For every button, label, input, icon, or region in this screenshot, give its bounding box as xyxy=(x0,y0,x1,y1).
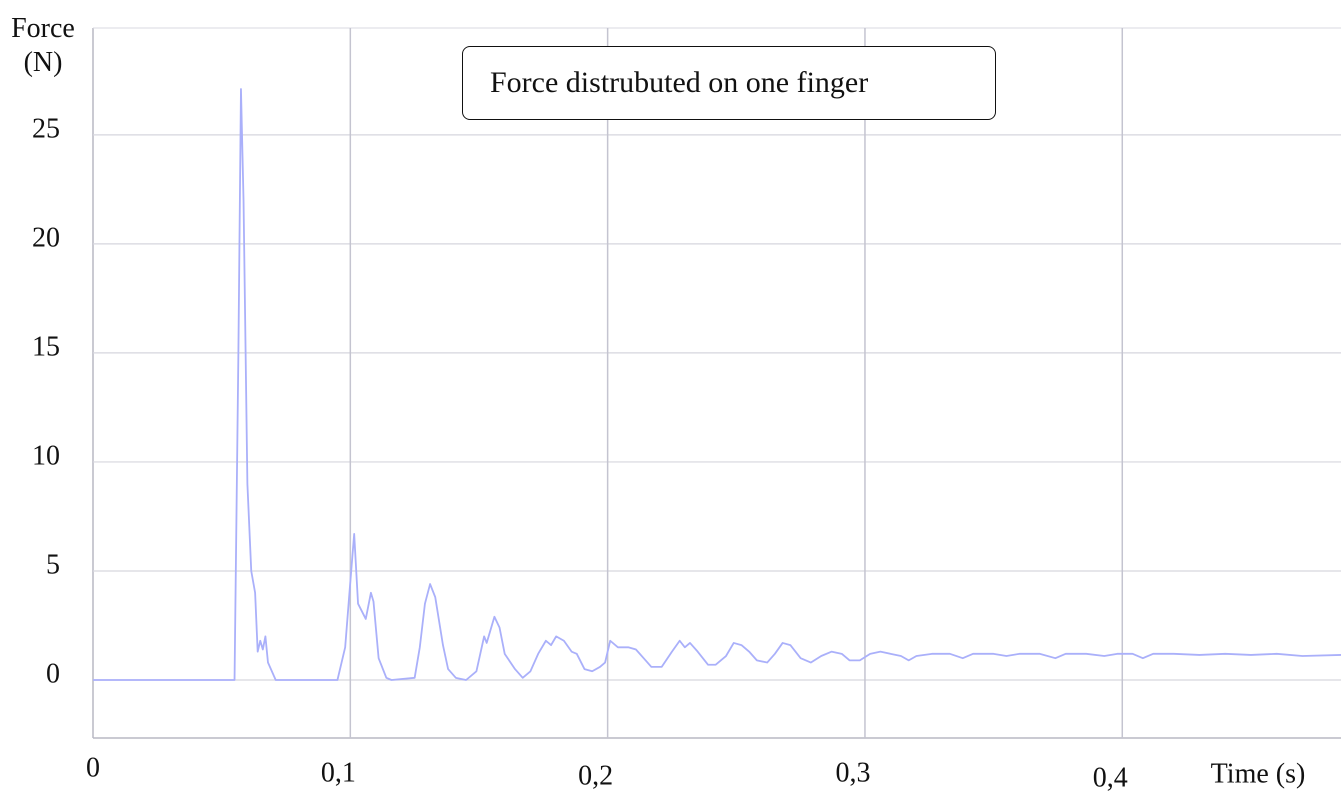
y-tick-label: 5 xyxy=(46,549,60,580)
x-tick-label: 0,4 xyxy=(1093,762,1128,793)
y-axis-label: Force (N) xyxy=(11,13,75,78)
y-tick-label: 15 xyxy=(32,331,60,362)
y-tick-label: 10 xyxy=(32,440,60,471)
x-tick-label: 0 xyxy=(86,752,100,783)
y-tick-label: 20 xyxy=(32,222,60,253)
x-tick-label: 0,1 xyxy=(321,757,356,788)
x-axis-label: Time (s) xyxy=(1211,758,1306,789)
y-tick-label: 25 xyxy=(32,113,60,144)
x-tick-label: 0,2 xyxy=(578,760,613,791)
annotation: Force distrubuted on one finger xyxy=(462,46,996,120)
data-line xyxy=(93,88,1341,681)
x-tick-label: 0,3 xyxy=(835,757,870,788)
y-tick-label: 0 xyxy=(46,658,60,689)
